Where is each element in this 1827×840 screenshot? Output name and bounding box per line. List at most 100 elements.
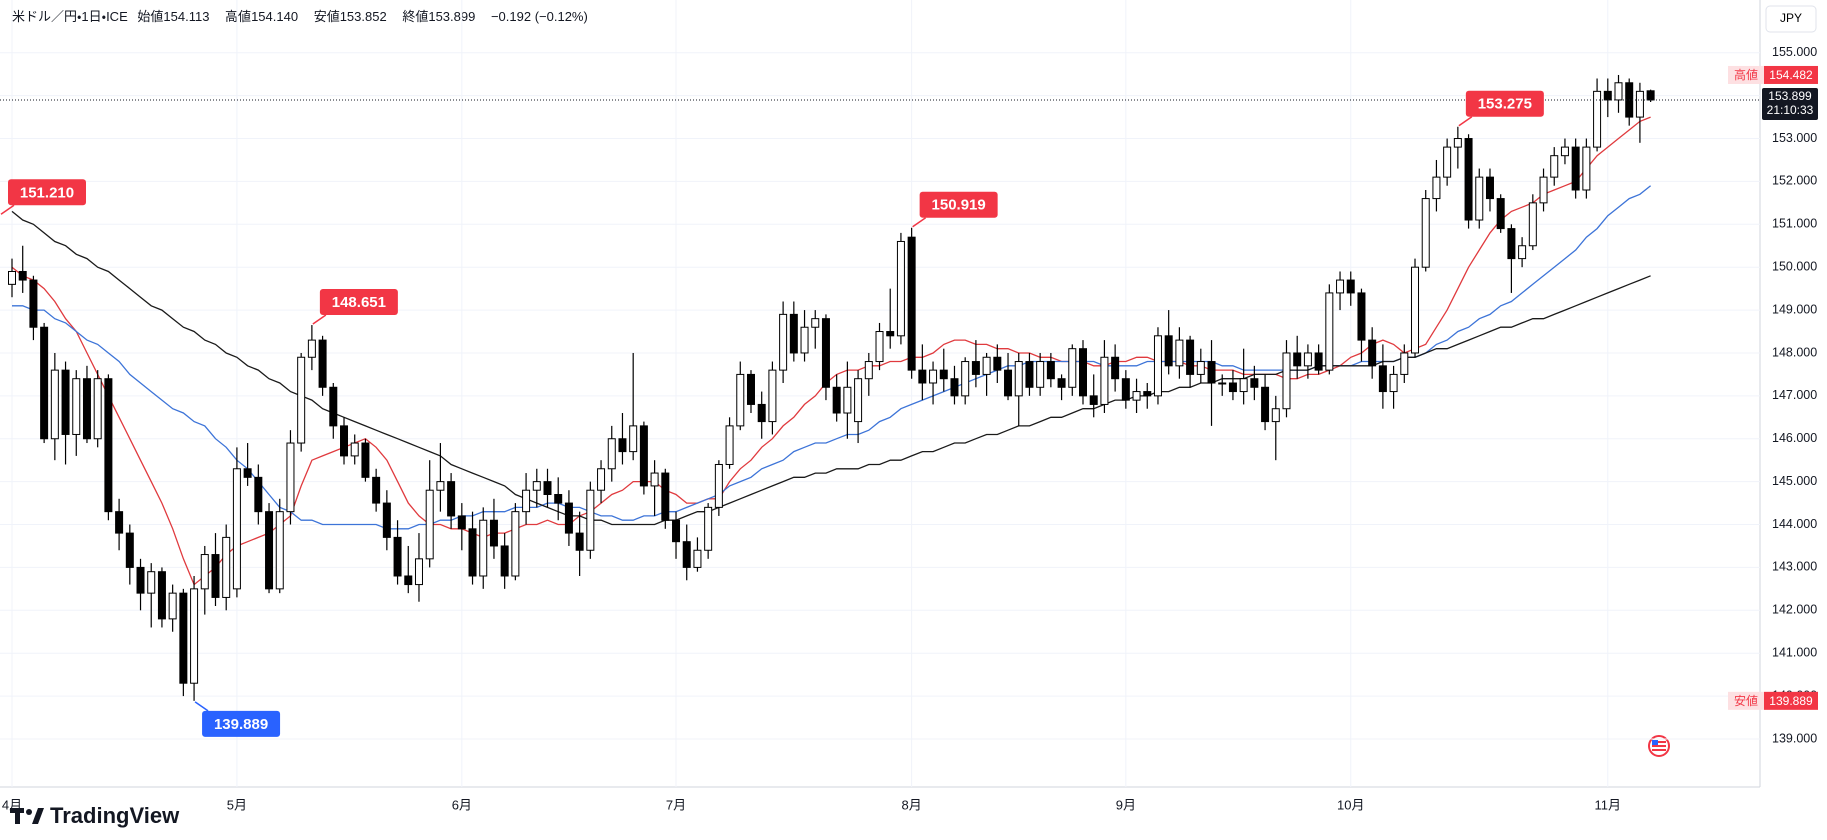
candle-body: [1475, 176, 1484, 221]
candle-body: [907, 236, 916, 371]
candle-body: [811, 318, 820, 328]
candle-body: [1346, 279, 1355, 294]
tag-name: 高値: [1734, 67, 1758, 82]
candle-body: [725, 425, 734, 465]
candles: [8, 74, 1655, 701]
candle-body: [329, 386, 338, 427]
candle-body: [125, 532, 134, 568]
candle-body: [714, 463, 723, 508]
callout-tail: [912, 217, 927, 228]
candle-body: [661, 472, 670, 521]
candle-body: [1046, 361, 1055, 380]
callout-box: [202, 710, 281, 737]
candle-body: [168, 592, 177, 620]
candle-body: [1635, 90, 1644, 118]
candle-body: [40, 326, 49, 440]
candle-body: [1132, 391, 1141, 401]
candle-body: [939, 369, 948, 380]
candle-body: [961, 361, 970, 397]
candle-body: [179, 592, 188, 684]
candle-body: [200, 554, 209, 590]
x-tick-label: 5月: [227, 797, 247, 812]
currency[interactable]: JPY: [1780, 11, 1802, 25]
candle-body: [500, 545, 509, 577]
price-callout: 153.275: [1458, 90, 1544, 127]
callout-label: 139.889: [214, 716, 268, 733]
candle-body: [1121, 378, 1130, 401]
candle-body: [1250, 378, 1259, 388]
candle-body: [29, 279, 38, 328]
candle-body: [404, 575, 413, 586]
candle-body: [1164, 335, 1173, 367]
candle-body: [1421, 198, 1430, 268]
candle-body: [511, 511, 520, 577]
brand: TradingView: [10, 803, 179, 829]
candle-body: [425, 489, 434, 560]
candle-body: [1603, 90, 1612, 101]
callout-box: [919, 191, 998, 218]
ohlc-name: 始値: [137, 9, 164, 24]
candle-body: [1411, 266, 1420, 354]
candle-body: [136, 566, 145, 594]
candle-body: [72, 378, 81, 435]
moving-average: [11, 210, 1651, 526]
candle-body: [1239, 378, 1248, 393]
candle-body: [18, 270, 27, 281]
y-tick-label: 150.000: [1772, 259, 1817, 273]
brand-name: TradingView: [50, 803, 180, 828]
flag-icon: [1648, 735, 1670, 757]
y-tick-label: 139.000: [1772, 731, 1817, 745]
candle-body: [1143, 391, 1152, 397]
ohlc-item: 安値153.852: [314, 9, 393, 24]
candle-body: [211, 554, 220, 598]
callout-box: [8, 179, 86, 206]
candle-body: [757, 403, 766, 423]
candle-body: [340, 425, 349, 457]
candle-body: [1186, 339, 1195, 375]
candle-body: [1218, 382, 1227, 385]
candle-body: [436, 481, 445, 491]
candle-body: [875, 331, 884, 363]
candle-body: [1207, 361, 1216, 384]
candle-body: [286, 442, 295, 513]
candle-body: [1443, 146, 1452, 178]
candle-body: [971, 361, 980, 375]
x-tick-label: 7月: [666, 797, 686, 812]
candle-body: [864, 361, 873, 380]
y-tick-label: 155.000: [1772, 45, 1817, 59]
tag-value: 139.889: [1769, 694, 1813, 708]
price-tag: 安値 139.889: [1728, 691, 1818, 710]
candle-body: [800, 326, 809, 354]
candle-body: [1057, 378, 1066, 388]
callout-label: 148.651: [332, 294, 386, 311]
candle-body: [382, 502, 391, 538]
candle-body: [1325, 292, 1334, 371]
candle-body: [607, 438, 616, 470]
candle-body: [532, 481, 541, 491]
candle-body: [1528, 202, 1537, 247]
price-callout: 151.210: [0, 179, 86, 215]
candle-body: [1068, 348, 1077, 388]
tag-value-box: [1764, 691, 1818, 710]
candle-body: [950, 378, 959, 397]
candle-body: [1496, 198, 1505, 230]
candle-body: [468, 528, 477, 577]
candle-body: [82, 378, 91, 440]
currency-button[interactable]: [1765, 5, 1817, 33]
candle-body: [1271, 408, 1280, 423]
candle-body: [1582, 146, 1591, 191]
candle-body: [447, 481, 456, 517]
y-tick-label: 142.000: [1772, 603, 1817, 617]
candle-body: [693, 549, 702, 568]
candle-body: [93, 378, 102, 440]
candle-body: [896, 240, 905, 337]
ohlc-item: 高値154.140: [225, 9, 304, 24]
x-tick-label: 11月: [1595, 797, 1622, 812]
callout-box: [319, 289, 398, 316]
candle-body: [318, 339, 327, 388]
candle-body: [8, 270, 16, 285]
candle-body: [650, 472, 659, 487]
candle-body: [1389, 373, 1398, 393]
countdown: 21:10:33: [1767, 103, 1814, 117]
candle-body: [886, 331, 895, 337]
